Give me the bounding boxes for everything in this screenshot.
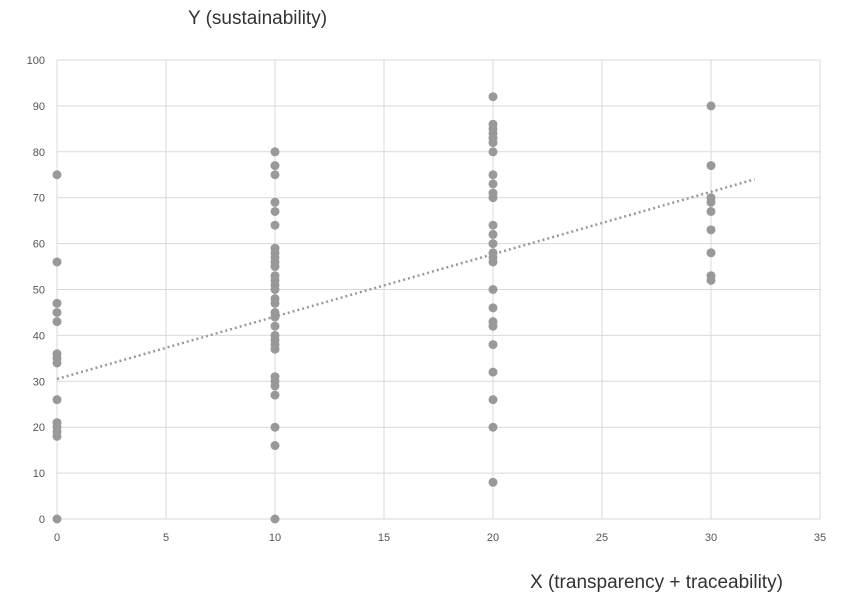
y-tick-label: 0 bbox=[39, 514, 45, 526]
data-point bbox=[488, 92, 498, 102]
data-point bbox=[488, 285, 498, 294]
data-point bbox=[52, 298, 62, 308]
data-point bbox=[488, 340, 498, 350]
data-point bbox=[706, 225, 716, 235]
data-point bbox=[488, 257, 498, 267]
x-tick-label: 15 bbox=[378, 532, 390, 544]
x-tick-label: 10 bbox=[269, 532, 281, 544]
data-point bbox=[488, 422, 498, 432]
data-point bbox=[488, 170, 498, 180]
data-point bbox=[488, 239, 498, 249]
y-tick-label: 20 bbox=[33, 422, 45, 434]
y-tick-label: 50 bbox=[33, 285, 45, 297]
data-point bbox=[488, 229, 498, 239]
trendline-group bbox=[56, 178, 755, 381]
x-tick-label: 0 bbox=[54, 532, 60, 544]
data-point bbox=[270, 285, 280, 294]
data-point bbox=[52, 431, 62, 441]
data-point bbox=[52, 395, 62, 405]
data-point bbox=[706, 275, 716, 285]
data-point bbox=[488, 147, 498, 157]
y-tick-label: 100 bbox=[27, 55, 45, 67]
x-tick-label: 30 bbox=[705, 532, 717, 544]
x-tick-label: 25 bbox=[596, 532, 608, 544]
x-tick-label: 35 bbox=[814, 532, 826, 544]
y-tick-label: 60 bbox=[33, 239, 45, 251]
y-tick-label: 30 bbox=[33, 376, 45, 388]
x-axis-title: X (transparency + traceability) bbox=[530, 572, 783, 593]
data-point bbox=[52, 358, 62, 368]
data-point bbox=[52, 307, 62, 317]
data-point bbox=[270, 197, 280, 207]
data-point bbox=[488, 303, 498, 313]
data-point bbox=[270, 161, 280, 171]
data-point bbox=[270, 514, 280, 524]
data-point bbox=[706, 248, 716, 258]
data-point bbox=[52, 317, 62, 327]
data-point bbox=[52, 257, 62, 267]
data-point bbox=[706, 206, 716, 216]
x-tick-labels: 0 5 10 15 20 25 30 35 bbox=[54, 532, 826, 544]
trendline bbox=[56, 178, 755, 381]
data-points bbox=[52, 92, 716, 524]
data-point bbox=[270, 441, 280, 451]
data-point bbox=[270, 321, 280, 331]
data-point bbox=[270, 344, 280, 354]
y-tick-label: 70 bbox=[33, 193, 45, 205]
data-point bbox=[706, 101, 716, 111]
data-point bbox=[270, 220, 280, 230]
data-point bbox=[488, 179, 498, 189]
data-point bbox=[270, 390, 280, 400]
x-tick-label: 5 bbox=[163, 532, 169, 544]
data-point bbox=[270, 262, 280, 272]
y-tick-label: 90 bbox=[33, 101, 45, 113]
data-point bbox=[488, 193, 498, 203]
data-point bbox=[270, 381, 280, 391]
x-tick-label: 20 bbox=[487, 532, 499, 544]
data-point bbox=[488, 220, 498, 230]
data-point bbox=[488, 395, 498, 405]
data-point bbox=[270, 422, 280, 432]
y-tick-label: 10 bbox=[33, 468, 45, 480]
data-point bbox=[488, 138, 498, 148]
y-tick-label: 80 bbox=[33, 147, 45, 159]
data-point bbox=[706, 161, 716, 171]
data-point bbox=[488, 477, 498, 487]
data-point bbox=[270, 312, 280, 322]
data-point bbox=[52, 514, 62, 524]
data-point bbox=[488, 321, 498, 331]
data-point bbox=[270, 298, 280, 308]
data-point bbox=[488, 367, 498, 377]
y-tick-labels: 0 10 20 30 40 50 60 70 80 90 100 bbox=[27, 55, 45, 526]
data-point bbox=[52, 170, 62, 180]
data-point bbox=[706, 197, 716, 207]
y-axis-title: Y (sustainability) bbox=[188, 8, 328, 29]
y-tick-label: 40 bbox=[33, 330, 45, 342]
data-point bbox=[270, 206, 280, 216]
grid-lines bbox=[56, 59, 821, 520]
data-point bbox=[270, 147, 280, 157]
data-point bbox=[270, 170, 280, 180]
